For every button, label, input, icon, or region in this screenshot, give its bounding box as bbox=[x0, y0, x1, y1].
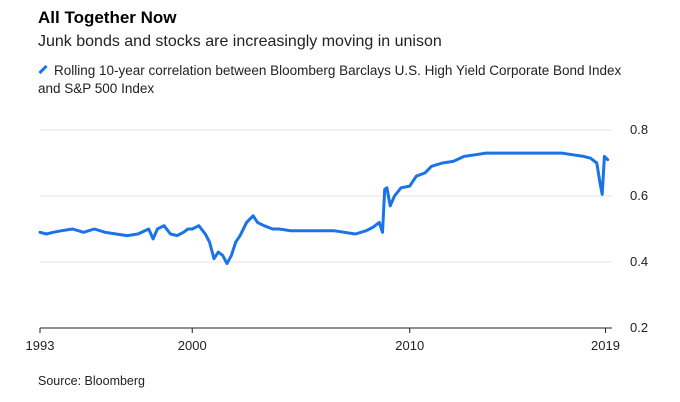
x-tick-label: 2000 bbox=[178, 338, 207, 353]
x-tick-label: 2019 bbox=[591, 338, 620, 353]
x-tick-labels: 1993 2000 2010 2019 bbox=[26, 328, 620, 353]
grid bbox=[40, 129, 612, 263]
y-axis: 0.2 0.4 0.6 0.8 bbox=[630, 122, 648, 335]
source-note: Source: Bloomberg bbox=[38, 374, 146, 388]
series-line bbox=[38, 151, 610, 266]
x-tick-label: 2010 bbox=[395, 338, 424, 353]
y-tick-label: 0.2 bbox=[630, 320, 648, 335]
legend-label: Rolling 10-year correlation between Bloo… bbox=[38, 63, 622, 96]
y-tick-label: 0.4 bbox=[630, 254, 648, 269]
chart-title: All Together Now bbox=[38, 8, 177, 27]
x-tick-label: 1993 bbox=[26, 338, 55, 353]
y-tick-label: 0.6 bbox=[630, 188, 648, 203]
chart-subtitle: Junk bonds and stocks are increasingly m… bbox=[38, 33, 442, 50]
series-group bbox=[38, 151, 610, 266]
y-tick-label: 0.8 bbox=[630, 122, 648, 137]
legend: Rolling 10-year correlation between Bloo… bbox=[38, 62, 638, 98]
